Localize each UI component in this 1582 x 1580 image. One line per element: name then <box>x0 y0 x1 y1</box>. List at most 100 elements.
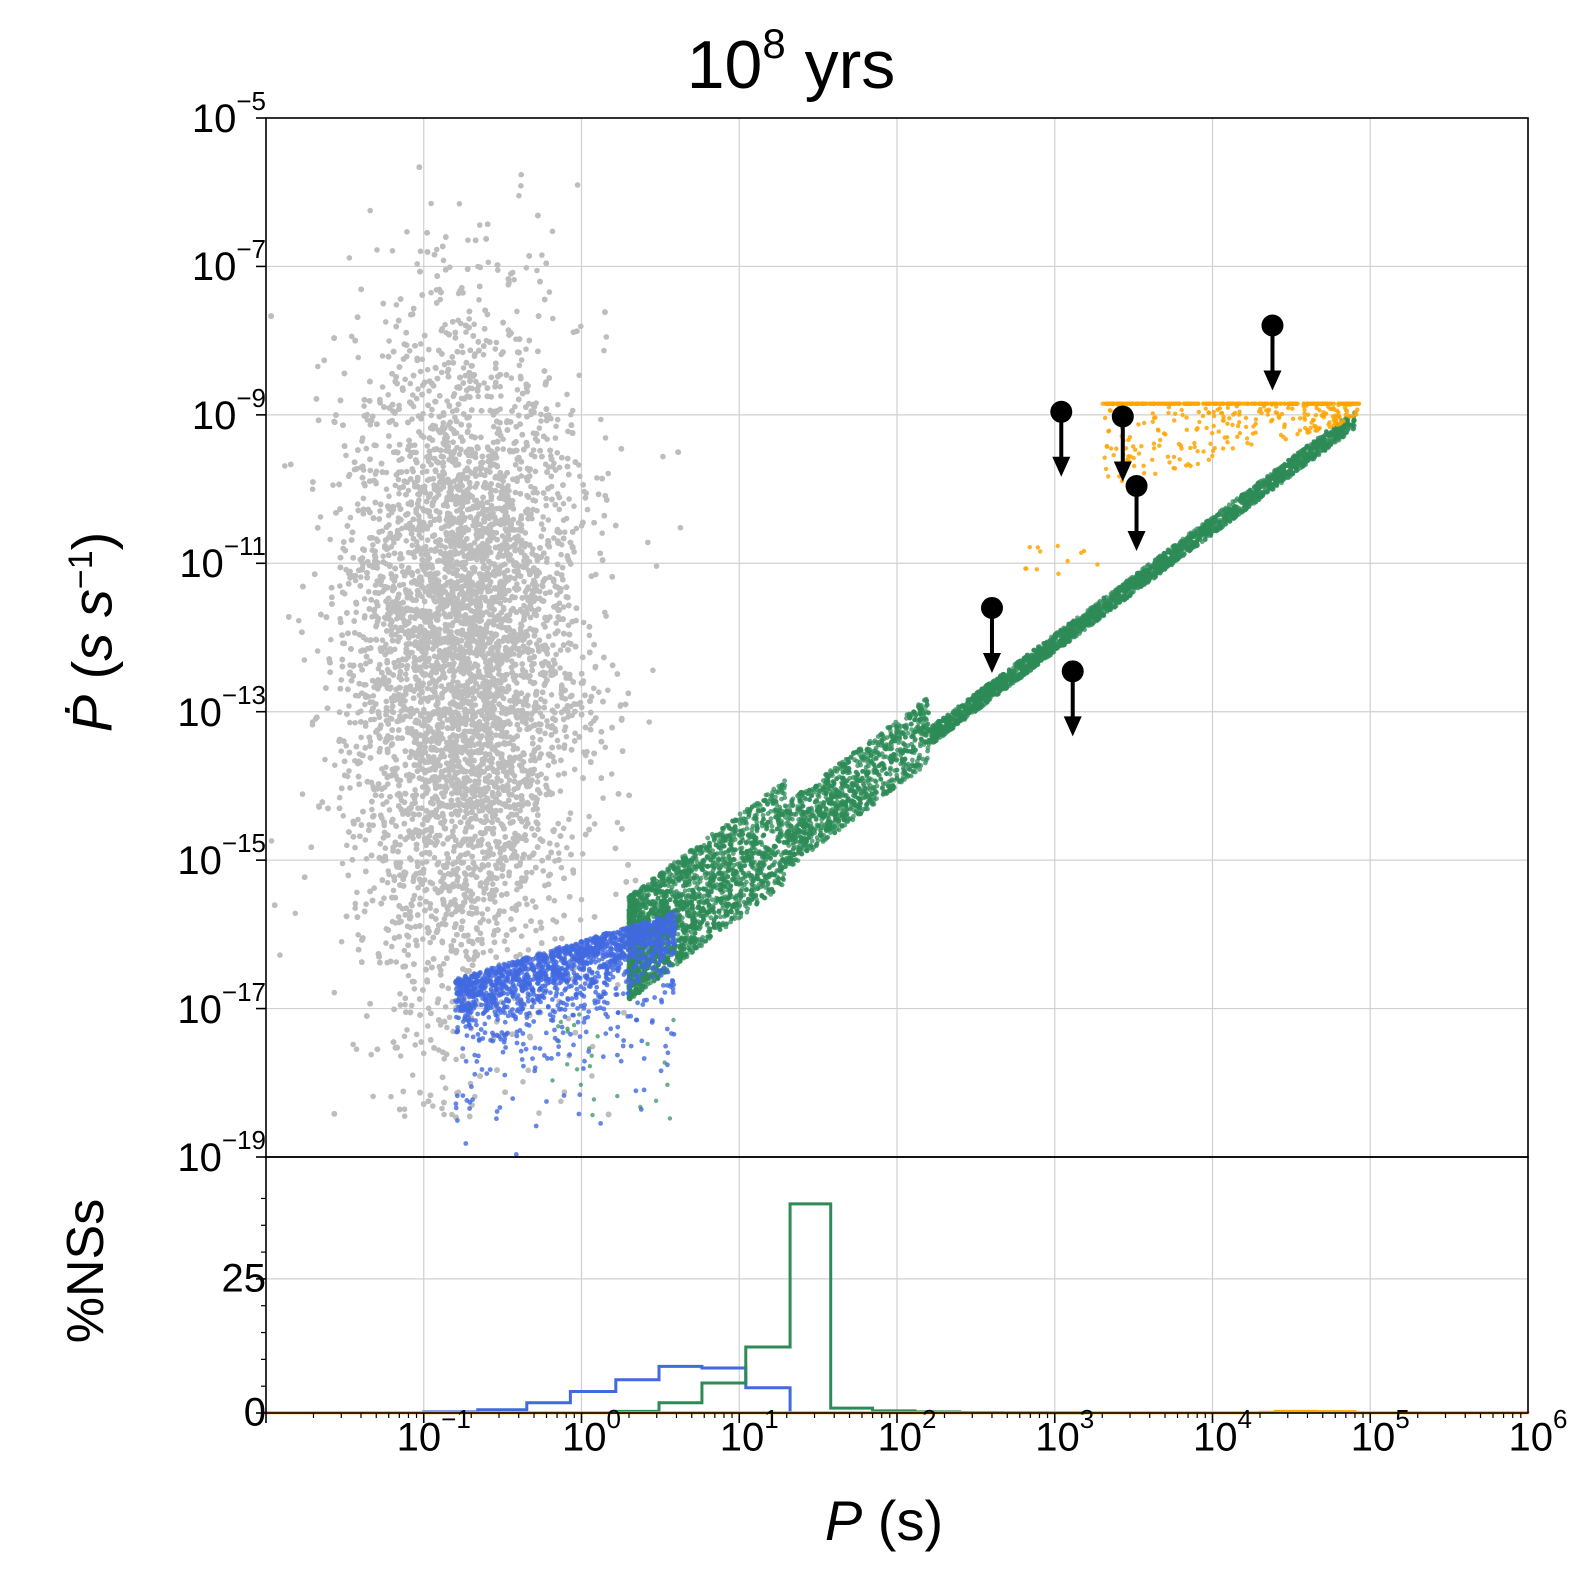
gray-point <box>458 320 464 327</box>
gray-point <box>459 349 466 356</box>
gray-point <box>424 468 430 475</box>
gray-point <box>408 901 415 907</box>
gray-point <box>317 514 324 520</box>
gray-point <box>382 845 389 851</box>
gray-point <box>560 604 567 610</box>
gray-point <box>358 708 364 714</box>
gray-point <box>456 201 463 207</box>
gray-point <box>553 423 559 430</box>
gray-point <box>490 423 497 430</box>
gray-point <box>354 501 361 507</box>
gray-point <box>463 329 469 336</box>
gray-point <box>392 920 399 926</box>
gray-point <box>380 553 387 559</box>
gray-point <box>544 555 550 562</box>
gray-point <box>494 446 501 452</box>
gray-point <box>536 1110 542 1116</box>
gray-point <box>554 737 561 744</box>
gray-point <box>346 255 353 261</box>
gray-point <box>363 856 370 862</box>
gray-point <box>424 249 431 255</box>
gray-point <box>363 445 370 452</box>
gray-point <box>386 338 392 344</box>
gray-point <box>404 676 410 683</box>
gray-point <box>370 542 376 548</box>
gray-point <box>416 491 423 498</box>
gray-point <box>332 762 338 768</box>
gray-point <box>389 248 396 254</box>
gray-point <box>660 453 666 460</box>
gray-point <box>338 938 345 945</box>
gray-point <box>492 899 498 905</box>
gray-point <box>451 391 458 397</box>
gray-point <box>602 435 609 441</box>
gray-point <box>347 514 354 521</box>
gray-point <box>508 375 515 381</box>
gray-point <box>542 624 548 630</box>
gray-point <box>389 943 395 950</box>
gray-point <box>442 544 449 551</box>
gray-point <box>407 380 414 387</box>
gray-point <box>514 387 521 393</box>
gray-point <box>327 536 334 543</box>
gray-point <box>529 734 536 741</box>
gray-point <box>484 906 491 912</box>
gray-point <box>566 496 572 502</box>
gray-point <box>576 372 582 379</box>
gray-point <box>518 473 525 479</box>
gray-point <box>476 222 483 228</box>
gray-point <box>532 468 539 475</box>
gray-point <box>539 252 545 258</box>
gray-point <box>525 702 531 709</box>
gray-point <box>383 486 390 493</box>
gray-point <box>531 453 538 460</box>
gray-point <box>428 200 434 207</box>
gray-point <box>500 562 507 568</box>
gray-point <box>438 683 445 689</box>
gray-point <box>424 685 431 692</box>
gray-point <box>353 609 360 616</box>
gray-point <box>442 1085 449 1091</box>
gray-point <box>518 933 525 939</box>
gray-point <box>520 1079 526 1085</box>
gray-point <box>401 1033 408 1040</box>
gray-point <box>605 687 611 694</box>
gray-point <box>542 730 548 737</box>
gray-point <box>557 665 563 671</box>
gray-point <box>518 357 525 363</box>
gray-point <box>370 693 377 699</box>
gray-point <box>529 662 535 669</box>
gray-point <box>561 529 568 535</box>
gray-point <box>301 657 308 663</box>
gray-point <box>525 947 532 953</box>
gray-point <box>385 781 391 787</box>
gray-point <box>386 493 392 500</box>
gray-point <box>358 648 364 654</box>
gray-point <box>347 785 353 791</box>
gray-point <box>479 911 486 917</box>
gray-point <box>429 406 435 413</box>
gray-point <box>511 773 518 779</box>
gray-point <box>362 837 369 843</box>
gray-point <box>425 1023 431 1029</box>
gray-point <box>439 938 446 944</box>
gray-point <box>543 502 549 509</box>
gray-point <box>442 1004 449 1010</box>
gray-point <box>508 916 514 922</box>
gray-point <box>549 228 556 235</box>
gray-point <box>440 841 447 847</box>
gray-point <box>556 464 563 471</box>
gray-point <box>382 319 389 325</box>
gray-point <box>464 429 471 436</box>
gray-point <box>519 623 525 629</box>
gray-point <box>571 503 577 510</box>
gray-point <box>411 892 418 899</box>
gray-point <box>338 748 345 754</box>
gray-point <box>531 409 537 416</box>
gray-point <box>338 677 345 683</box>
gray-point <box>529 825 535 832</box>
gray-point <box>415 386 421 392</box>
gray-point <box>448 883 455 889</box>
gray-point <box>572 730 578 736</box>
gray-point <box>472 833 478 840</box>
